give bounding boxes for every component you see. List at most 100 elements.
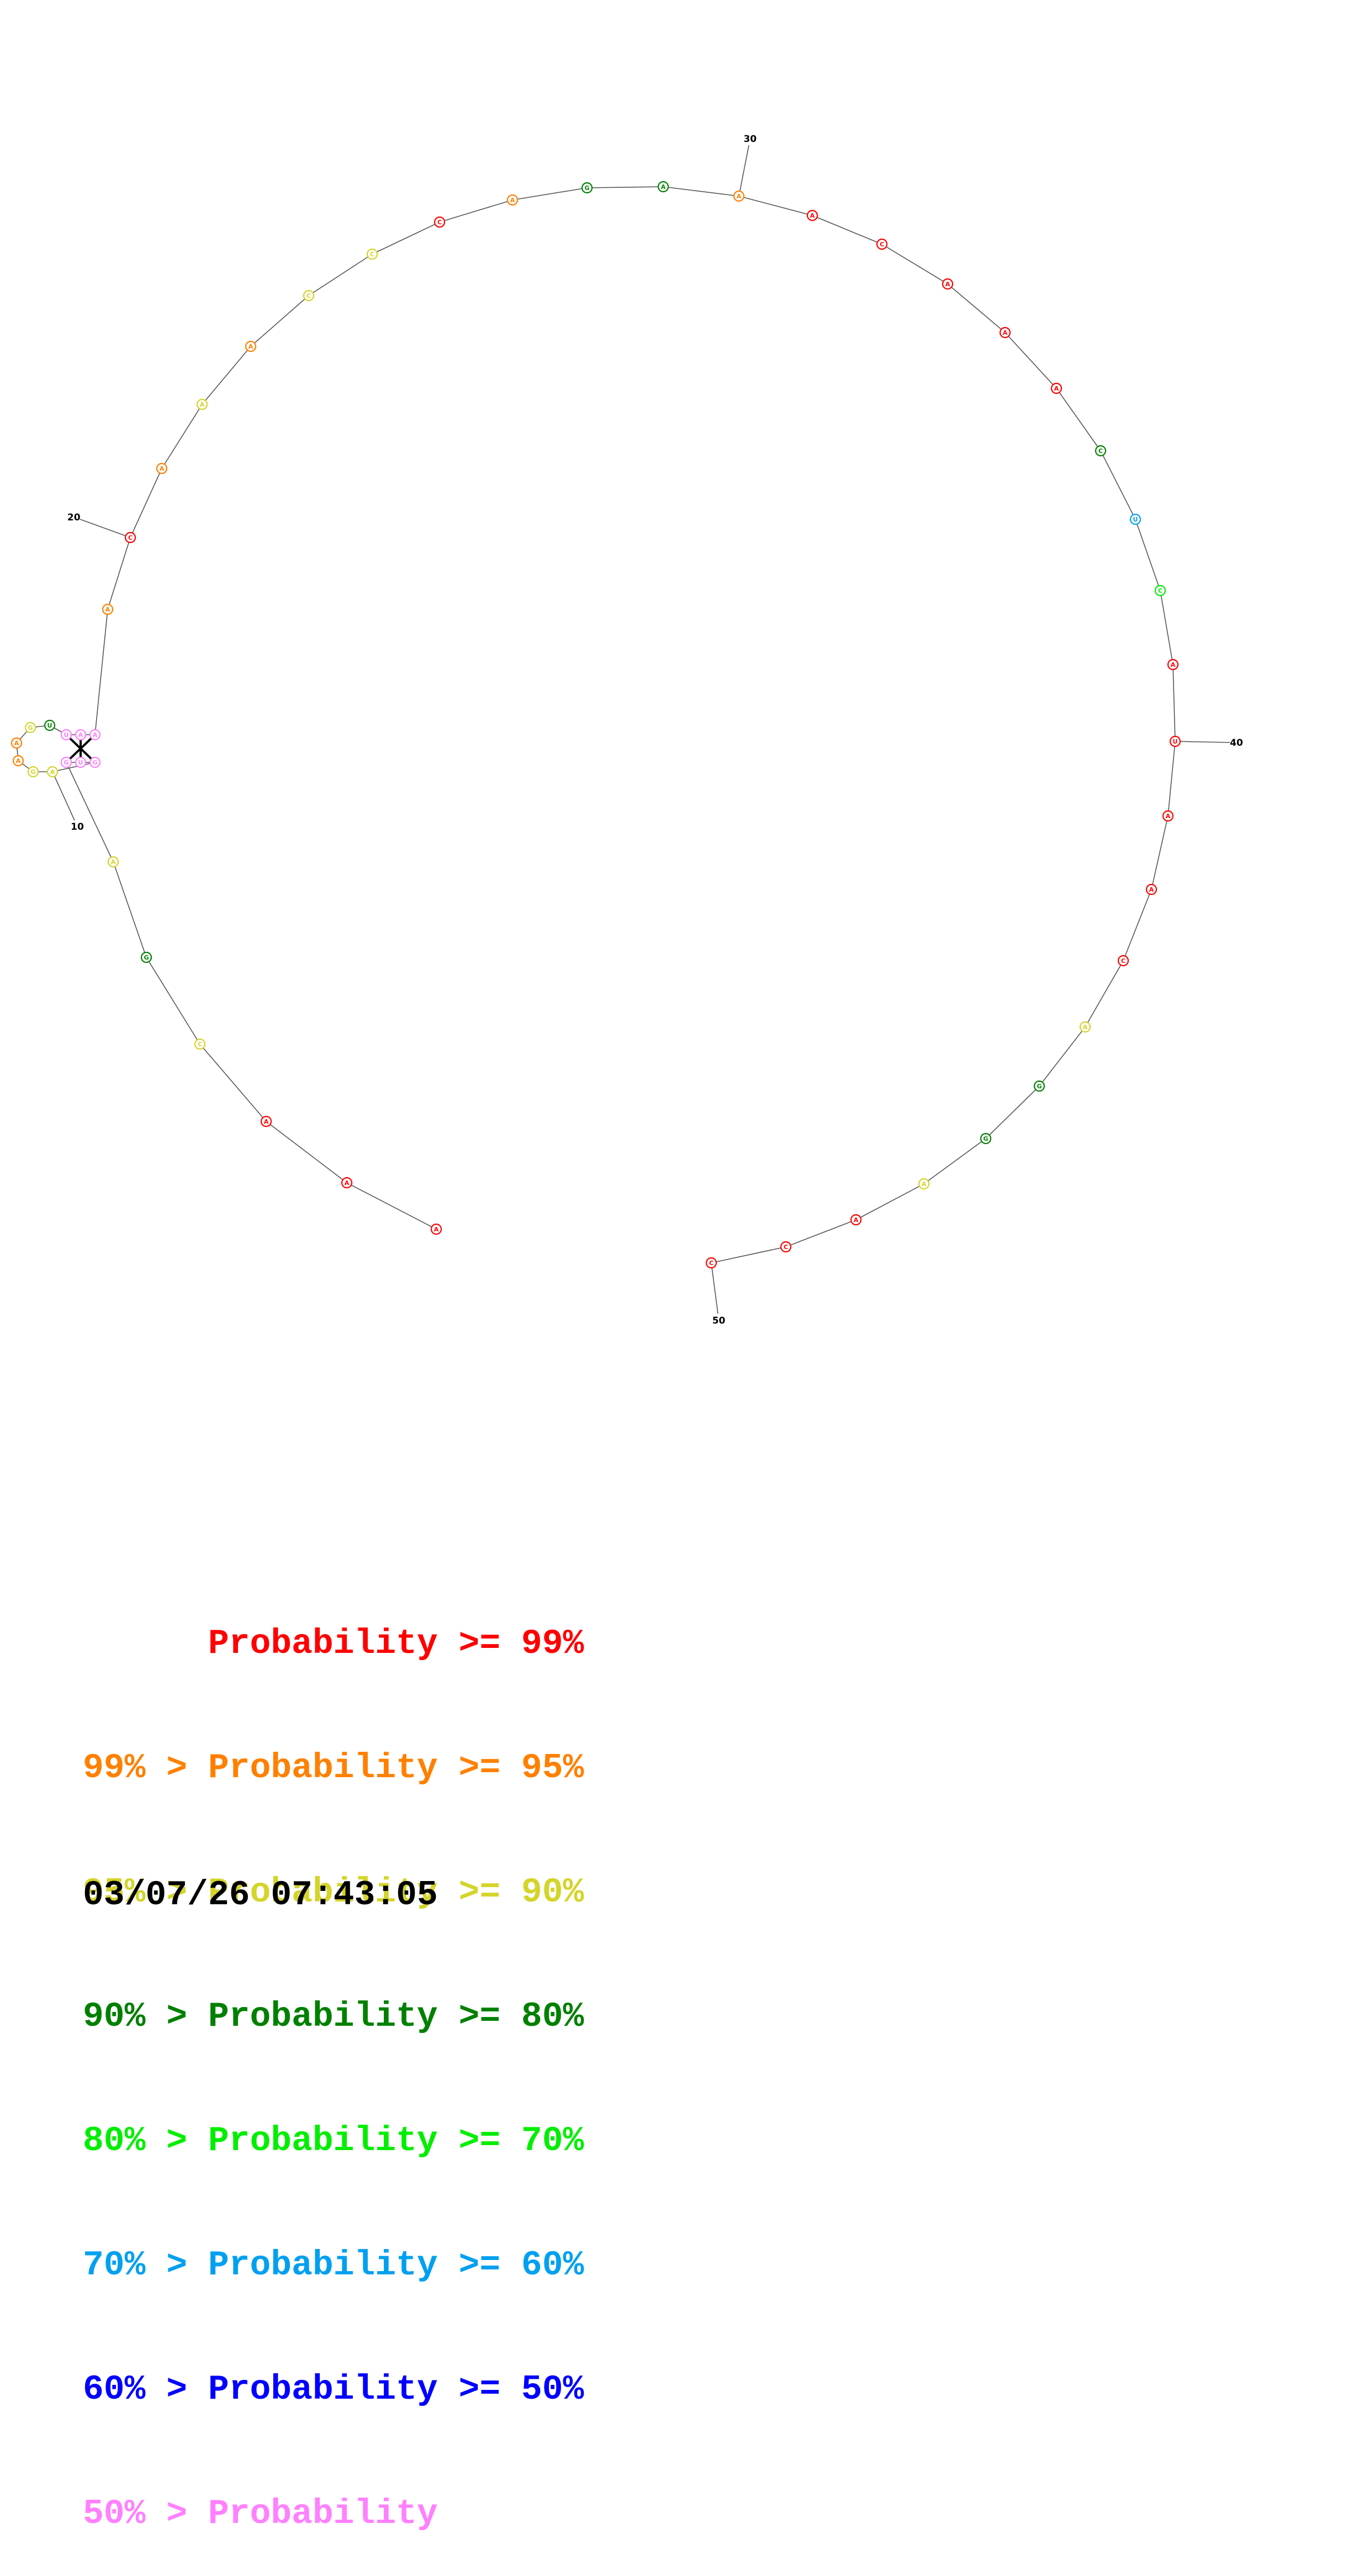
nucleotide-letter: C — [784, 1244, 788, 1251]
nucleotide: A — [430, 1223, 442, 1235]
backbone-segment — [785, 1219, 857, 1247]
nucleotide-letter: A — [1003, 329, 1008, 336]
nucleotide-circle — [260, 1115, 272, 1128]
nucleotide-letter: G — [28, 724, 33, 731]
nucleotide-letter: A — [105, 606, 110, 613]
nucleotide: A — [733, 190, 745, 202]
probability-legend: Probability >= 99% 99% > Probability >= … — [83, 1540, 584, 2576]
nucleotide-letter: C — [370, 251, 374, 258]
backbone-segment — [113, 861, 147, 958]
nucleotide: A — [12, 755, 24, 767]
nucleotide: C — [194, 1038, 206, 1050]
nucleotide: A — [1050, 382, 1063, 394]
nucleotide-circle — [24, 721, 36, 734]
nucleotide: C — [1095, 445, 1107, 457]
nucleotide-circle — [506, 194, 519, 206]
backbone-segment — [146, 957, 200, 1045]
nucleotide-letter: A — [1171, 661, 1176, 668]
nucleotide: A — [102, 603, 114, 615]
backbone-segment — [663, 186, 739, 197]
nucleotide-letter: C — [1158, 587, 1162, 594]
nucleotide: C — [876, 238, 888, 250]
nucleotide-circle — [10, 737, 23, 749]
nucleotide-letter: C — [437, 219, 442, 226]
nucleotide-letter: A — [922, 1181, 927, 1188]
backbone-segment — [586, 186, 664, 188]
nucleotide-circle — [850, 1214, 862, 1226]
nucleotide-circle — [581, 182, 593, 194]
nucleotide-circle — [366, 248, 378, 260]
nucleotide-circle — [60, 729, 72, 741]
nucleotide: C — [434, 216, 446, 228]
nucleotide-circle — [1167, 659, 1179, 671]
nucleotide-circle — [12, 755, 24, 767]
nucleotide: A — [156, 462, 168, 475]
nucleotide: A — [341, 1177, 353, 1189]
nucleotide: G — [980, 1132, 992, 1145]
nucleotide: C — [303, 289, 315, 302]
backbone-segment — [439, 199, 513, 223]
nucleotide-letter: U — [64, 731, 69, 739]
nucleotide: A — [1162, 810, 1174, 822]
nucleotide-circle — [1162, 810, 1174, 822]
backbone-segment — [1135, 519, 1161, 591]
backbone-segment — [923, 1138, 986, 1184]
nucleotide-circle — [705, 1257, 717, 1269]
nucleotide-circle — [999, 326, 1011, 339]
nucleotide: G — [27, 766, 39, 778]
nucleotide-circle — [1095, 445, 1107, 457]
nucleotide-letter: C — [1098, 447, 1103, 455]
nucleotide-circle — [780, 1241, 792, 1253]
nucleotide: A — [918, 1178, 930, 1190]
nucleotide-circle — [102, 603, 114, 615]
nucleotide: A — [196, 398, 208, 410]
nucleotide-circle — [341, 1177, 353, 1189]
nucleotide-letter: C — [709, 1260, 713, 1267]
backbone-segment — [107, 537, 131, 610]
nucleotide-letter: A — [810, 212, 815, 219]
nucleotide-circle — [733, 190, 745, 202]
legend-entry-p80: 90% > Probability >= 80% — [83, 1997, 584, 2036]
backbone-segment — [1005, 332, 1057, 389]
backbone-segment — [130, 468, 162, 538]
backbone-segment — [947, 283, 1006, 333]
legend-entry-p99: Probability >= 99% — [83, 1624, 584, 1663]
nucleotide-letter: G — [64, 759, 68, 766]
backbone-segment — [1100, 450, 1136, 520]
nucleotide-letter: A — [160, 465, 165, 472]
nucleotide: A — [850, 1214, 862, 1226]
nucleotide-circle — [75, 729, 87, 741]
backbone-segment — [66, 762, 114, 862]
nucleotide-circle — [1033, 1080, 1045, 1092]
nucleotide-circle — [89, 729, 101, 741]
nucleotide: U — [1169, 735, 1181, 747]
nucleotide-circle — [89, 756, 101, 768]
nucleotide-circle — [806, 209, 818, 222]
nucleotide: A — [999, 326, 1011, 339]
backbone-segment — [1085, 960, 1124, 1028]
nucleotide-letter: A — [854, 1216, 859, 1224]
backbone-segment — [1167, 741, 1176, 816]
nucleotide-circle — [657, 181, 669, 193]
nucleotide-letter: G — [30, 768, 35, 776]
backbone-segment — [161, 404, 203, 469]
nucleotide-circle — [1079, 1021, 1091, 1033]
nucleotide: U — [60, 729, 72, 741]
backbone — [16, 186, 1176, 1263]
nucleotide-letter: C — [880, 241, 884, 248]
nucleotide: G — [140, 951, 152, 963]
nucleotide-letter: A — [345, 1179, 350, 1187]
backbone-segment — [881, 244, 948, 285]
nucleotide-circle — [918, 1178, 930, 1190]
nucleotide: G — [24, 721, 36, 734]
nucleotide: A — [260, 1115, 272, 1128]
nucleotide-letter: G — [584, 185, 589, 192]
nucleotide: C — [124, 531, 136, 544]
legend-entry-p70: 80% > Probability >= 70% — [83, 2121, 584, 2161]
backbone-segment — [372, 222, 440, 255]
nucleotide-letter: A — [510, 197, 515, 204]
nucleotide-circle — [75, 756, 87, 768]
nucleotide-letter: C — [1121, 957, 1125, 965]
nucleotide-letter: U — [1133, 516, 1138, 523]
nucleotide-letter: A — [200, 401, 205, 408]
